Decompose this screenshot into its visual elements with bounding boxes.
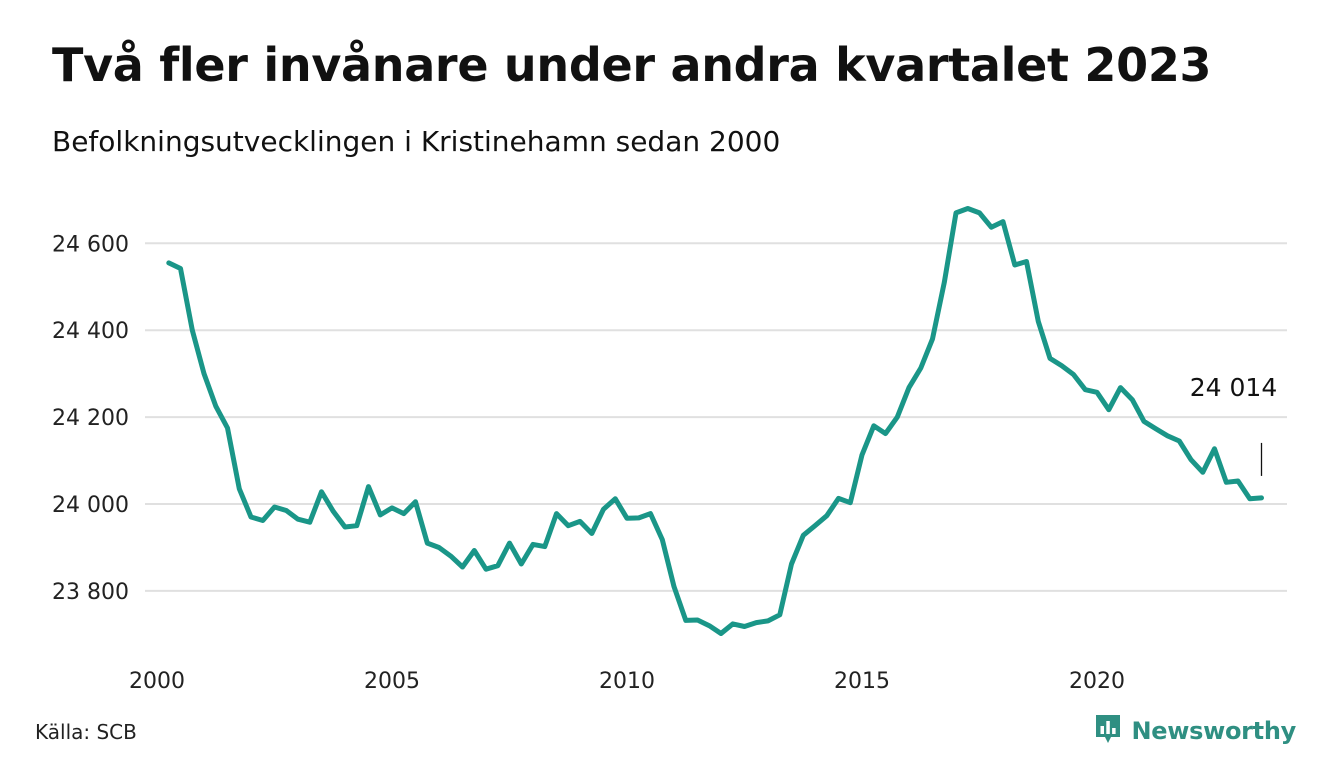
x-tick-label: 2005 bbox=[364, 669, 420, 694]
brand-name: Newsworthy bbox=[1131, 717, 1296, 745]
grid-lines bbox=[145, 242, 1287, 592]
x-tick-label: 2015 bbox=[834, 669, 890, 694]
end-value-label: 24 014 bbox=[1190, 373, 1277, 402]
y-tick-label: 24 200 bbox=[52, 406, 129, 431]
y-tick-label: 24 400 bbox=[52, 319, 129, 344]
x-tick-label: 2020 bbox=[1069, 669, 1125, 694]
x-tick-label: 2000 bbox=[129, 669, 185, 694]
y-tick-label: 23 800 bbox=[52, 580, 129, 605]
chart-title: Två fler invånare under andra kvartalet … bbox=[52, 38, 1212, 92]
source-note: Källa: SCB bbox=[35, 720, 137, 744]
newsworthy-logo-icon bbox=[1093, 712, 1123, 750]
brand-logo[interactable]: Newsworthy bbox=[1093, 712, 1296, 750]
x-axis-ticks: 2000 2005 2010 2015 2020 bbox=[129, 669, 1125, 694]
x-tick-label: 2010 bbox=[599, 669, 655, 694]
y-axis-ticks: 23 800 24 000 24 200 24 400 24 600 bbox=[52, 232, 129, 605]
y-tick-label: 24 000 bbox=[52, 493, 129, 518]
series-line-population bbox=[166, 206, 1264, 636]
chart-subtitle: Befolkningsutvecklingen i Kristinehamn s… bbox=[52, 125, 781, 158]
y-tick-label: 24 600 bbox=[52, 232, 129, 257]
